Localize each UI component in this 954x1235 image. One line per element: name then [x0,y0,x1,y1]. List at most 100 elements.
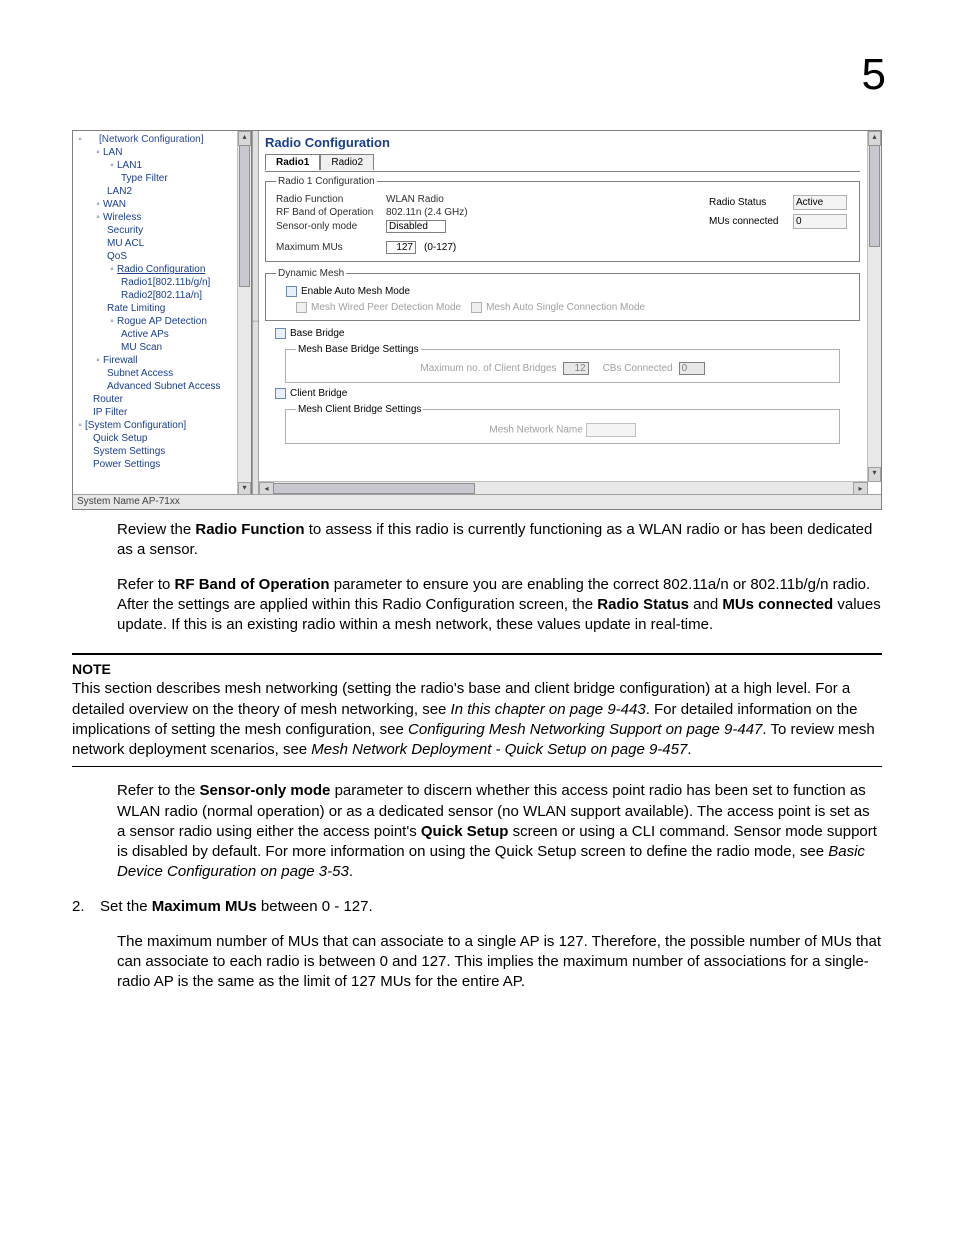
scroll-thumb[interactable] [273,483,475,494]
tree-item-radio2[interactable]: Radio2[802.11a/n] [75,289,237,302]
tree-item-advsubnet[interactable]: Advanced Subnet Access [75,380,237,393]
tree-label: [System Configuration] [85,420,186,431]
sensor-mode-input[interactable]: Disabled [386,220,446,233]
mesh-client-legend: Mesh Client Bridge Settings [296,404,423,415]
tree-label: Radio Configuration [117,264,205,275]
tree-item-firewall[interactable]: ◦Firewall [75,354,237,367]
cbs-connected-value: 0 [679,362,705,375]
body-paragraph-3: Refer to the Sensor-only mode parameter … [117,781,882,882]
base-bridge-label: Base Bridge [290,328,344,339]
mesh-wired-peer-label: Mesh Wired Peer Detection Mode [311,302,461,313]
tree-item-quicksetup[interactable]: Quick Setup [75,432,237,445]
mesh-network-name-input [586,423,636,437]
sensor-mode-label: Sensor-only mode [276,221,386,232]
splitter-handle[interactable]: ⁞ [252,131,259,509]
main-scrollbar-h[interactable]: ◂ ▸ [259,481,868,495]
tree-item-muscan[interactable]: MU Scan [75,341,237,354]
tree-label: LAN1 [117,160,142,171]
tree-label: Quick Setup [93,433,147,444]
base-bridge-checkbox[interactable] [275,328,286,339]
radio-status-label: Radio Status [709,197,787,208]
tree-item-rogueap[interactable]: ◦Rogue AP Detection [75,315,237,328]
tree-label: Type Filter [121,173,168,184]
tree-item-system-config[interactable]: ◦[System Configuration] [75,419,237,432]
nav-tree-panel: ◦[Network Configuration] ◦LAN ◦LAN1 Type… [73,131,252,509]
tree-item-wan[interactable]: ◦WAN [75,198,237,211]
scroll-up-icon[interactable]: ▴ [238,131,251,146]
enable-auto-mesh-label: Enable Auto Mesh Mode [301,286,410,297]
tree-item-systemsettings[interactable]: System Settings [75,445,237,458]
tree-label: Security [107,225,143,236]
tree-item-muacl[interactable]: MU ACL [75,237,237,250]
group-legend: Radio 1 Configuration [276,176,377,187]
radio1-config-group: Radio 1 Configuration Radio Function WLA… [265,176,860,262]
mesh-network-name-label: Mesh Network Name [489,425,582,436]
dynamic-mesh-legend: Dynamic Mesh [276,268,346,279]
tree-item-lan2[interactable]: LAN2 [75,185,237,198]
tree-label: Firewall [103,355,137,366]
main-scrollbar-v[interactable]: ▴ ▾ [867,131,881,482]
tree-item-typefilter[interactable]: Type Filter [75,172,237,185]
tree-item-ratelimiting[interactable]: Rate Limiting [75,302,237,315]
tree-item-lan1[interactable]: ◦LAN1 [75,159,237,172]
cbs-connected-label: CBs Connected [603,363,673,374]
tree-scrollbar[interactable]: ▴ ▾ [237,131,251,497]
mus-connected-label: MUs connected [709,216,787,227]
scroll-thumb[interactable] [869,145,880,247]
tree-item-wireless[interactable]: ◦Wireless [75,211,237,224]
tree-label: Active APs [121,329,169,340]
screenshot-figure: ◦[Network Configuration] ◦LAN ◦LAN1 Type… [72,130,882,510]
tree-item-subnetaccess[interactable]: Subnet Access [75,367,237,380]
client-bridge-label: Client Bridge [290,388,347,399]
status-block: Radio Status Active MUs connected 0 [709,195,847,229]
tree-label: Power Settings [93,459,160,470]
tree-label: System Settings [93,446,165,457]
tree-item-radio1[interactable]: Radio1[802.11b/g/n] [75,276,237,289]
nav-tree: ◦[Network Configuration] ◦LAN ◦LAN1 Type… [73,131,251,473]
mesh-auto-single-label: Mesh Auto Single Connection Mode [486,302,645,313]
max-mus-input[interactable]: 127 [386,241,416,254]
tree-item-network-config[interactable]: ◦[Network Configuration] [75,133,237,146]
radio-status-value: Active [793,195,847,210]
tree-label: WAN [103,199,126,210]
scroll-up-icon[interactable]: ▴ [868,131,881,146]
tree-item-security[interactable]: Security [75,224,237,237]
tree-label: [Network Configuration] [99,134,204,145]
tree-item-activeaps[interactable]: Active APs [75,328,237,341]
tree-label: Radio2[802.11a/n] [121,290,202,301]
tab-radio2[interactable]: Radio2 [320,154,374,170]
tree-label: IP Filter [93,407,127,418]
body-paragraph-1: Review the Radio Function to assess if t… [117,520,882,635]
list-text: Set the Maximum MUs between 0 - 127. [100,897,882,917]
tree-label: Advanced Subnet Access [107,381,220,392]
tree-label: LAN2 [107,186,132,197]
rf-band-label: RF Band of Operation [276,207,386,218]
tree-label: QoS [107,251,127,262]
tree-item-qos[interactable]: QoS [75,250,237,263]
body-paragraph-4: The maximum number of MUs that can assoc… [117,932,882,993]
numbered-list: 2. Set the Maximum MUs between 0 - 127. [72,897,882,917]
max-client-bridges-label: Maximum no. of Client Bridges [420,363,556,374]
mus-connected-value: 0 [793,214,847,229]
radio-function-label: Radio Function [276,194,386,205]
mesh-base-legend: Mesh Base Bridge Settings [296,344,421,355]
tree-label: MU ACL [107,238,144,249]
scroll-thumb[interactable] [239,145,250,287]
rf-band-value: 802.11n (2.4 GHz) [386,207,468,218]
enable-auto-mesh-checkbox[interactable] [286,286,297,297]
tree-item-powersettings[interactable]: Power Settings [75,458,237,471]
tree-item-ipfilter[interactable]: IP Filter [75,406,237,419]
max-mus-range: (0-127) [424,242,456,253]
tree-item-router[interactable]: Router [75,393,237,406]
note-rule-top [72,653,882,655]
tree-label: Rate Limiting [107,303,165,314]
mesh-client-settings-group: Mesh Client Bridge Settings Mesh Network… [285,404,840,444]
tab-radio1[interactable]: Radio1 [265,154,320,170]
chapter-number: 5 [72,50,886,100]
tree-item-lan[interactable]: ◦LAN [75,146,237,159]
tree-label: Rogue AP Detection [117,316,207,327]
client-bridge-checkbox[interactable] [275,388,286,399]
scroll-down-icon[interactable]: ▾ [868,467,881,482]
tree-item-radio-config[interactable]: ◦Radio Configuration [75,263,237,276]
mesh-auto-single-checkbox [471,302,482,313]
